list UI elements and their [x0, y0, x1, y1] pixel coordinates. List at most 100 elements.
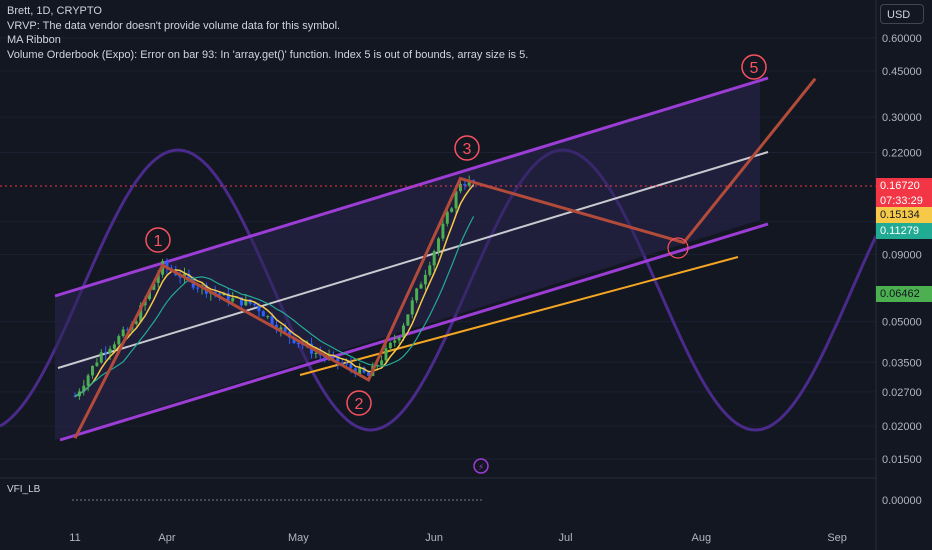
channel-upper-line: [54, 76, 769, 298]
candle-down: [257, 304, 261, 312]
candle-up: [156, 274, 160, 284]
candle-up: [117, 336, 121, 345]
candle-up: [314, 352, 318, 354]
candle-up: [410, 300, 414, 315]
vfi-indicator-label: VFI_LB: [7, 484, 41, 495]
legend-ma-ribbon[interactable]: MA Ribbon: [7, 34, 61, 46]
candle-down: [270, 315, 274, 325]
candle-down: [165, 261, 169, 268]
candle-up: [432, 251, 436, 266]
price-tick-label: 0.22000: [882, 148, 922, 160]
candle-down: [296, 343, 300, 345]
wave-label-5: 5: [750, 60, 759, 77]
vfi-tag: 0.06462: [876, 286, 932, 302]
candle-down: [261, 311, 265, 317]
candle-up: [388, 342, 392, 349]
ma-fast-line: [74, 184, 475, 397]
svg-text:⚡: ⚡: [478, 463, 484, 473]
candle-up: [121, 329, 125, 337]
candle-down: [248, 299, 252, 304]
ma-slow-line: [74, 216, 475, 397]
candle-down: [345, 363, 349, 365]
candle-up: [139, 305, 143, 322]
candle-down: [340, 362, 344, 364]
candle-up: [134, 321, 138, 324]
chart-legend: Brett, 1D, CRYPTO VRVP: The data vendor …: [7, 4, 528, 62]
legend-volume-orderbook[interactable]: Volume Orderbook (Expo): Error on bar 93…: [7, 48, 529, 61]
candle-down: [239, 297, 243, 306]
channel-fill: [55, 80, 760, 440]
candle-up: [380, 360, 384, 366]
wave-label-2: 2: [355, 396, 364, 413]
candle-down: [253, 303, 257, 305]
candle-up: [266, 315, 270, 317]
wave-labels: 1 2 3 5: [145, 54, 767, 416]
price-axis[interactable]: 0.600000.450000.300000.220000.120000.090…: [882, 33, 922, 466]
candle-up: [419, 284, 423, 289]
price-tick-label: 0.30000: [882, 112, 922, 124]
candle-down: [336, 355, 340, 363]
time-tick-label: Jul: [559, 532, 573, 544]
candle-up: [402, 325, 405, 338]
currency-button[interactable]: USD: [880, 4, 924, 24]
candle-up: [108, 348, 112, 354]
candle-down: [283, 327, 287, 332]
candle-up: [454, 191, 458, 209]
candle-up: [393, 340, 397, 343]
price-tick-label: 0.05000: [882, 317, 922, 329]
time-tick-label: 11: [69, 532, 80, 544]
wave-label-5-circle: [741, 54, 767, 80]
candle-down: [331, 355, 335, 357]
price-tick-label: 0.02000: [882, 421, 922, 433]
candle-up: [358, 367, 362, 374]
candle-down: [104, 352, 108, 354]
candle-down: [213, 291, 217, 294]
candle-down: [73, 396, 77, 398]
candle-up: [152, 283, 156, 290]
candle-up: [244, 299, 248, 306]
candle-down: [349, 363, 353, 369]
candle-down: [226, 293, 230, 302]
price-tick-label: 0.03500: [882, 357, 922, 369]
wave-label-3: 3: [463, 141, 472, 158]
legend-title[interactable]: Brett, 1D, CRYPTO: [7, 5, 102, 17]
time-tick-label: May: [288, 532, 309, 544]
candle-up: [445, 211, 449, 224]
wave-label-3-circle: [454, 135, 480, 161]
countdown-tag: 07:33:29: [876, 193, 932, 209]
candle-up: [441, 223, 445, 239]
moving-averages: [74, 184, 475, 397]
time-tick-label: Sep: [827, 532, 847, 544]
sine-wave: [0, 148, 878, 432]
candle-up: [406, 314, 410, 326]
time-tick-label: Aug: [692, 532, 712, 544]
lightning-icon[interactable]: ⚡: [473, 458, 489, 474]
candle-down: [463, 183, 467, 186]
wave-label-1-circle: [145, 227, 171, 253]
candle-up: [437, 238, 441, 252]
candle-up: [467, 180, 471, 186]
candle-up: [222, 293, 226, 296]
wave-4-marker: [667, 237, 689, 259]
ma-fast-tag: 0.15134: [876, 207, 932, 223]
candle-up: [95, 362, 99, 366]
candle-up: [86, 375, 90, 386]
vfi-axis-label: 0.00000: [882, 495, 922, 507]
candle-up: [112, 344, 116, 349]
ma-slow-tag: 0.11279: [876, 223, 932, 239]
legend-vrvp[interactable]: VRVP: The data vendor doesn't provide vo…: [7, 19, 341, 32]
channel-lower-line: [59, 222, 769, 442]
price-tick-label: 0.60000: [882, 33, 922, 45]
time-tick-label: Apr: [158, 532, 175, 544]
candle-up: [397, 337, 401, 341]
time-axis[interactable]: 11 Apr May Jun Jul Aug Sep: [69, 532, 847, 544]
wave-label-1: 1: [154, 233, 163, 250]
price-tick-label: 0.45000: [882, 66, 922, 78]
regression-channel: [54, 76, 769, 442]
candle-up: [82, 385, 86, 392]
candle-up: [147, 289, 151, 300]
candle-up: [415, 288, 419, 301]
candle-up: [423, 274, 427, 285]
last-price-tag: 0.16720: [876, 178, 932, 194]
